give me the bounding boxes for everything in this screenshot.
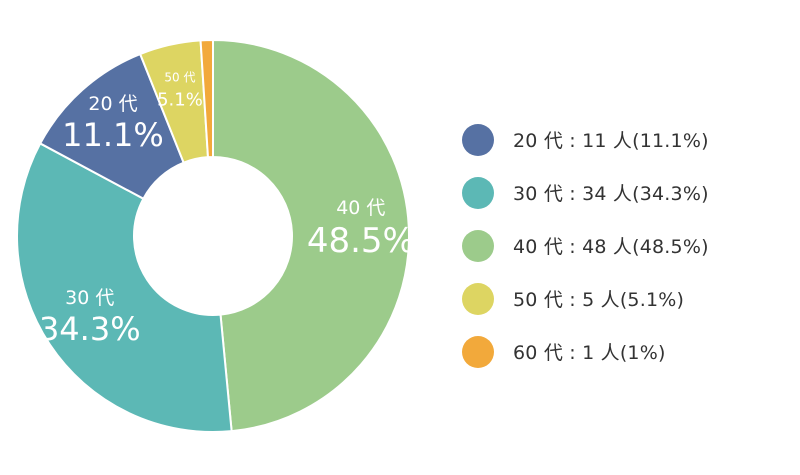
slice-30s [16, 142, 233, 433]
slice-label-percent-20s: 11.1% [62, 116, 164, 154]
legend-item-30s: 30 代 : 34 人(34.3%) [462, 166, 709, 219]
legend-item-20s: 20 代 : 11 人(11.1%) [462, 113, 709, 166]
slice-label-percent-50s: 5.1% [157, 90, 203, 111]
slice-label-category-40s: 40 代 [336, 197, 385, 219]
legend-label-40s: 40 代 : 48 人(48.5%) [513, 236, 709, 258]
legend-label-60s: 60 代 : 1 人(1%) [513, 342, 666, 364]
legend-label-20s: 20 代 : 11 人(11.1%) [513, 130, 709, 152]
donut-chart: 20 代11.1% 30 代34.3% 40 代48.5% 50 代 5.1% [16, 38, 415, 433]
chart-legend: 20 代 : 11 人(11.1%) 30 代 : 34 人(34.3%) 40… [462, 113, 709, 378]
slice-40s [212, 38, 410, 433]
legend-swatch-50s [462, 282, 494, 315]
legend-label-50s: 50 代 : 5 人(5.1%) [513, 289, 685, 311]
legend-item-50s: 50 代 : 5 人(5.1%) [462, 272, 709, 325]
slice-label-percent-40s: 48.5% [307, 221, 415, 261]
legend-swatch-30s [462, 176, 494, 209]
slice-label-percent-30s: 34.3% [39, 310, 141, 348]
slice-label-category-20s: 20 代 [88, 93, 137, 115]
slice-label-category-30s: 30 代 [65, 287, 114, 309]
legend-swatch-40s [462, 229, 494, 262]
slice-60s [199, 38, 214, 159]
slice-label-category-50s: 50 代 [164, 71, 195, 85]
legend-item-60s: 60 代 : 1 人(1%) [462, 325, 709, 378]
legend-label-30s: 30 代 : 34 人(34.3%) [513, 183, 709, 205]
legend-swatch-20s [462, 123, 494, 156]
legend-swatch-60s [462, 335, 494, 368]
legend-item-40s: 40 代 : 48 人(48.5%) [462, 219, 709, 272]
